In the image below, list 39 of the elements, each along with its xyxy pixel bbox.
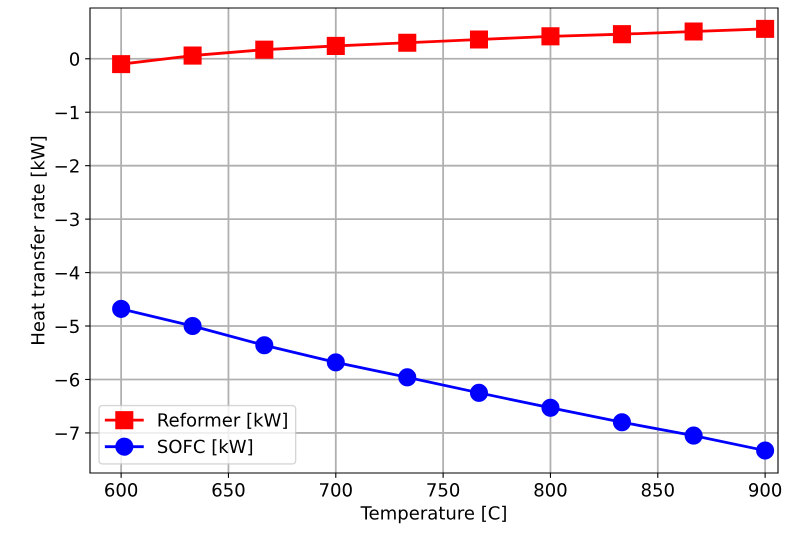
point (756, 20, 774, 38)
y-tick-label: −4 (56, 266, 80, 280)
x-tick-label: 900 (749, 483, 782, 497)
legend-label: Reformer [kW] (158, 412, 287, 429)
x-tick-label: 600 (105, 483, 138, 497)
point (112, 300, 130, 318)
x-tick-label: 850 (642, 483, 674, 497)
x-tick-label: 700 (320, 483, 352, 497)
point (184, 46, 202, 65)
point (612, 25, 631, 44)
point (184, 316, 202, 336)
point (756, 442, 774, 460)
x-tick-label: 750 (427, 483, 460, 497)
point (684, 426, 703, 445)
y-tick-label: −5 (56, 320, 79, 334)
x-tick-label: 650 (212, 483, 244, 497)
point (326, 353, 345, 372)
y-tick-label: −3 (56, 212, 79, 226)
point (326, 36, 345, 55)
y-tick-label: −7 (56, 426, 79, 440)
point (398, 34, 416, 52)
x-tick-label: 800 (534, 483, 566, 497)
x-axis-title: Temperature [C] (360, 506, 506, 524)
point (612, 413, 631, 432)
point (541, 27, 560, 46)
point (470, 30, 488, 49)
y-tick-label: −1 (56, 106, 79, 120)
point (684, 22, 703, 41)
y-tick-label: −6 (56, 372, 80, 387)
y-tick-label: 0 (70, 52, 80, 66)
point (541, 398, 560, 417)
point (398, 368, 416, 386)
point (470, 384, 488, 402)
y-tick-label: −2 (56, 159, 78, 173)
point (255, 336, 274, 354)
point (255, 40, 274, 59)
point (112, 55, 130, 74)
y-axis-title: Heat transfer rate [kW] (30, 136, 47, 344)
legend-label: SOFC [kW] (158, 439, 252, 456)
